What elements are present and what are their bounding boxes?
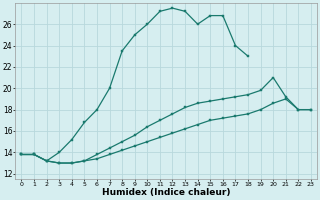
X-axis label: Humidex (Indice chaleur): Humidex (Indice chaleur) [102,188,230,197]
